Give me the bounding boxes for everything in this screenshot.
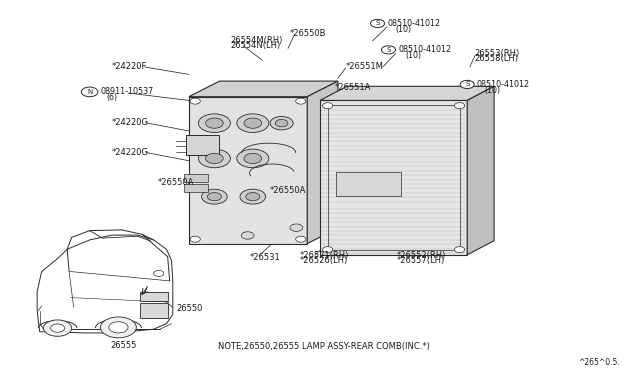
Text: S: S bbox=[387, 47, 390, 53]
Text: *26531: *26531 bbox=[250, 253, 280, 262]
Circle shape bbox=[244, 153, 262, 164]
Polygon shape bbox=[307, 81, 338, 244]
Polygon shape bbox=[189, 97, 307, 244]
Circle shape bbox=[454, 103, 465, 109]
Text: NOTE,26550,26555 LAMP ASSY-REAR COMB(INC.*): NOTE,26550,26555 LAMP ASSY-REAR COMB(INC… bbox=[218, 342, 429, 351]
Text: *26521(RH): *26521(RH) bbox=[300, 251, 349, 260]
Text: S: S bbox=[465, 81, 469, 87]
Circle shape bbox=[198, 149, 230, 168]
Text: 08510-41012: 08510-41012 bbox=[398, 45, 451, 54]
Polygon shape bbox=[320, 86, 494, 100]
Circle shape bbox=[109, 322, 128, 333]
Text: *26552(RH): *26552(RH) bbox=[397, 251, 446, 260]
FancyBboxPatch shape bbox=[186, 135, 219, 155]
Polygon shape bbox=[320, 100, 467, 255]
Circle shape bbox=[323, 103, 333, 109]
Circle shape bbox=[237, 114, 269, 132]
FancyBboxPatch shape bbox=[184, 184, 208, 192]
Text: *26550B: *26550B bbox=[289, 29, 326, 38]
Polygon shape bbox=[140, 303, 168, 318]
Text: (10): (10) bbox=[484, 86, 500, 94]
Circle shape bbox=[241, 232, 254, 239]
Circle shape bbox=[244, 118, 262, 128]
Circle shape bbox=[290, 224, 303, 231]
FancyBboxPatch shape bbox=[184, 174, 208, 182]
Circle shape bbox=[371, 19, 385, 28]
Polygon shape bbox=[37, 235, 173, 333]
Circle shape bbox=[237, 149, 269, 168]
Text: *24220F: *24220F bbox=[112, 62, 147, 71]
Polygon shape bbox=[189, 81, 338, 97]
Text: *24220G: *24220G bbox=[112, 148, 149, 157]
Polygon shape bbox=[140, 292, 168, 301]
Circle shape bbox=[190, 98, 200, 104]
Text: 26554M(RH): 26554M(RH) bbox=[230, 36, 283, 45]
Circle shape bbox=[323, 247, 333, 253]
Text: (10): (10) bbox=[406, 51, 422, 60]
Text: 08510-41012: 08510-41012 bbox=[387, 19, 440, 28]
Text: N: N bbox=[87, 89, 92, 95]
Text: 26554N(LH): 26554N(LH) bbox=[230, 41, 281, 50]
Circle shape bbox=[198, 114, 230, 132]
Circle shape bbox=[296, 98, 306, 104]
Text: 26553(RH): 26553(RH) bbox=[475, 49, 520, 58]
Text: 26555: 26555 bbox=[110, 341, 136, 350]
Circle shape bbox=[205, 153, 223, 164]
Text: *26550A: *26550A bbox=[270, 186, 307, 195]
Circle shape bbox=[454, 247, 465, 253]
Circle shape bbox=[460, 80, 474, 89]
Polygon shape bbox=[336, 172, 401, 196]
Circle shape bbox=[270, 116, 293, 130]
Polygon shape bbox=[467, 86, 494, 255]
Text: *26551A: *26551A bbox=[335, 83, 371, 92]
Text: *26557(LH): *26557(LH) bbox=[397, 256, 445, 265]
Text: (6): (6) bbox=[106, 93, 117, 102]
Circle shape bbox=[81, 87, 98, 97]
Circle shape bbox=[100, 317, 136, 338]
Circle shape bbox=[205, 118, 223, 128]
Circle shape bbox=[190, 236, 200, 242]
Text: *26551M: *26551M bbox=[346, 62, 383, 71]
Text: 08510-41012: 08510-41012 bbox=[477, 80, 530, 89]
Text: *26526(LH): *26526(LH) bbox=[300, 256, 348, 265]
Text: ^265^0.5.: ^265^0.5. bbox=[578, 358, 620, 367]
Circle shape bbox=[207, 193, 221, 201]
Circle shape bbox=[240, 189, 266, 204]
Circle shape bbox=[154, 270, 164, 276]
Text: (10): (10) bbox=[395, 25, 411, 33]
Text: *26550A: *26550A bbox=[158, 178, 195, 187]
Circle shape bbox=[246, 193, 260, 201]
Text: *24220G: *24220G bbox=[112, 118, 149, 127]
Circle shape bbox=[381, 46, 396, 54]
Text: 26550: 26550 bbox=[176, 304, 202, 313]
Circle shape bbox=[275, 119, 288, 127]
Circle shape bbox=[296, 236, 306, 242]
Text: 08911-10537: 08911-10537 bbox=[100, 87, 154, 96]
Circle shape bbox=[202, 189, 227, 204]
Text: 26558(LH): 26558(LH) bbox=[475, 54, 519, 63]
Circle shape bbox=[44, 320, 72, 336]
Text: S: S bbox=[376, 20, 380, 26]
Circle shape bbox=[51, 324, 65, 332]
